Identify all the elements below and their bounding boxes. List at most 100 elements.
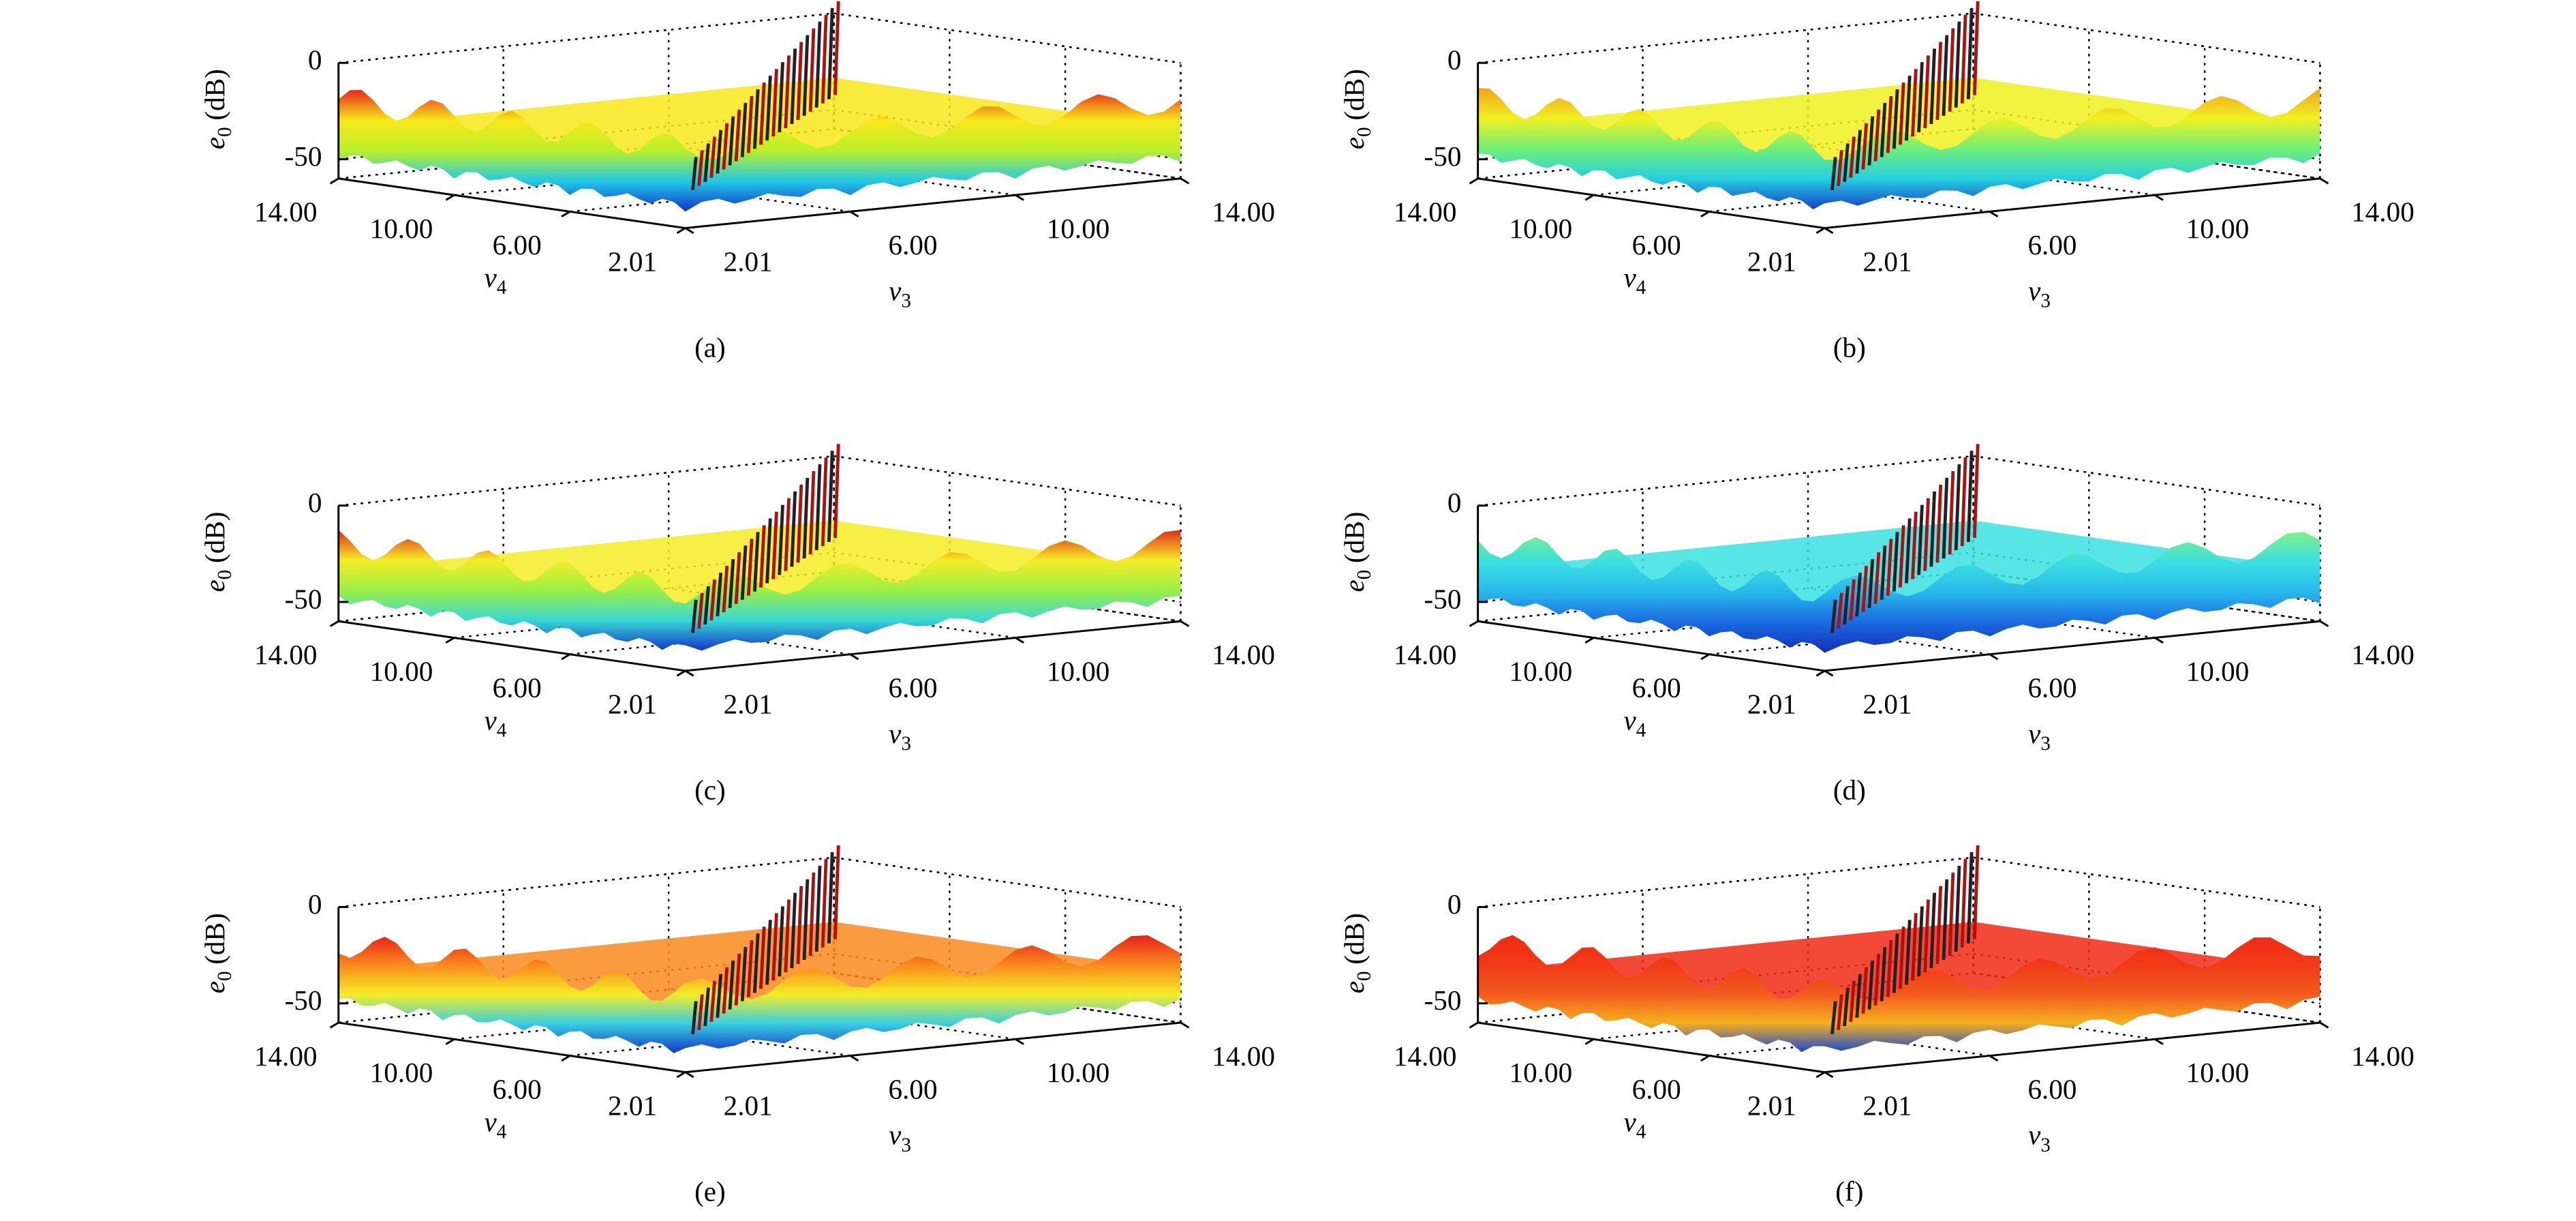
surface-ridge [784, 55, 791, 129]
z-axis-title: e0 (dB) [199, 69, 235, 149]
z-axis-title: e0 (dB) [1338, 511, 1375, 592]
z-tick-label: 0 [1447, 44, 1462, 76]
y-axis-title: v4 [485, 705, 507, 741]
surface-front [338, 935, 1181, 1053]
surface-ridge [1966, 851, 1974, 944]
y-axis-title: v4 [1623, 705, 1646, 741]
x-tick [2319, 177, 2329, 185]
surface-ridge [1892, 933, 1899, 993]
panel-caption: (e) [694, 1176, 726, 1208]
surface-ridge [1855, 974, 1862, 1018]
grid-line [1477, 455, 2320, 507]
surface-ridge [691, 157, 698, 191]
surface-ridge [821, 858, 828, 948]
z-tick-label: 0 [308, 44, 322, 76]
surface-ridge [1886, 95, 1893, 153]
box-edge [1477, 856, 2320, 908]
x-tick-label: 6.00 [889, 672, 938, 704]
x-axis-title-symbol: v [2028, 275, 2041, 307]
y-axis-title-subscript: 4 [497, 719, 507, 741]
z-tick-label: -50 [285, 984, 322, 1016]
surface-ridge [1911, 511, 1918, 579]
surface-ridge [1905, 920, 1912, 985]
surface-ridge [790, 892, 797, 969]
x-tick-label: 10.00 [2186, 1057, 2250, 1088]
surface-ridge [734, 552, 741, 604]
surface-ridge [691, 1001, 698, 1035]
panel: 2.01 6.00 10.00 14.00 2.01 6.00 10.00 14.00 -50 0… [199, 845, 1275, 1208]
surface-ridge [1966, 7, 1974, 100]
surface-ridge [827, 7, 834, 100]
surface-ridge [759, 82, 766, 145]
surface-ridge [1905, 518, 1912, 584]
z-tick-label: 0 [1447, 487, 1462, 518]
y-tick-label: 6.00 [493, 229, 542, 260]
z-tick-label: -50 [285, 140, 322, 172]
surface-ridge [709, 980, 717, 1023]
surface-ridge [821, 14, 828, 104]
surface-ridge [1873, 109, 1881, 162]
x-tick [1824, 1071, 1834, 1079]
x-tick [684, 1071, 694, 1079]
surface-ridge [1898, 525, 1905, 588]
surface-ridge [771, 511, 778, 579]
box-edge [338, 455, 1181, 507]
x-tick [1989, 211, 1999, 217]
y-tick-label: 10.00 [370, 1057, 433, 1088]
surface-ridge [765, 920, 772, 985]
x-tick-label: 10.00 [1047, 1057, 1110, 1088]
box-edge [1477, 455, 2320, 507]
surface-ridge [1923, 55, 1930, 129]
x-tick-label: 6.00 [889, 229, 938, 260]
surface-ridge [808, 872, 816, 956]
x-tick-label: 6.00 [2027, 1073, 2076, 1104]
y-tick [1469, 1021, 1479, 1029]
surface-ridge [1886, 940, 1893, 997]
y-tick [445, 1038, 455, 1045]
y-tick-label: 10.00 [1509, 655, 1573, 687]
surface-ridge [790, 48, 797, 125]
z-tick-label: -50 [1424, 140, 1462, 172]
y-axis-title-symbol: v [1623, 1106, 1636, 1138]
x-tick-label: 2.01 [724, 245, 773, 277]
y-tick-label: 6.00 [1632, 1073, 1681, 1104]
x-tick [1989, 1055, 1999, 1062]
y-axis-title-symbol: v [1623, 262, 1636, 294]
surface-ridge [722, 967, 729, 1014]
y-tick [1584, 637, 1595, 644]
x-axis-title: v3 [2028, 718, 2051, 754]
y-tick-label: 10.00 [1509, 213, 1573, 244]
y-tick-label: 14.00 [1394, 196, 1457, 228]
surface-ridge [1867, 558, 1875, 609]
surface-ridge [1830, 599, 1837, 633]
x-tick [1824, 669, 1834, 677]
surface-ridge [716, 572, 723, 617]
surface-ridge [1917, 62, 1924, 133]
surface-ridge [1873, 552, 1881, 604]
panel-caption: (d) [1833, 774, 1866, 807]
y-tick [329, 177, 339, 185]
x-axis-title-symbol: v [889, 1119, 902, 1151]
y-tick [1469, 620, 1479, 627]
x-tick [684, 669, 694, 677]
z-axis-title: e0 (dB) [1338, 913, 1375, 993]
panel-caption: (c) [694, 774, 726, 807]
surface-ridge [1849, 579, 1856, 621]
surface-ridge [796, 484, 803, 563]
y-tick [445, 637, 455, 644]
surface-ridge [1892, 89, 1899, 149]
surface-ridge [697, 994, 704, 1031]
surface-ridge [1948, 28, 1955, 112]
surface-ridge [833, 845, 840, 939]
surface-ridge [808, 470, 816, 555]
z-axis-title-unit: (dB) [199, 913, 231, 965]
z-axis-title-symbol: e [1338, 579, 1370, 592]
x-tick [1015, 1038, 1024, 1045]
z-axis-title-unit: (dB) [1338, 913, 1370, 965]
grid-line [1477, 12, 2320, 64]
panel: 2.01 6.00 10.00 14.00 2.01 6.00 10.00 14.00 -50 0… [1338, 845, 2414, 1208]
y-tick [676, 1071, 686, 1079]
surface-ridge [1843, 586, 1850, 625]
surface-ridge [1942, 477, 1949, 559]
